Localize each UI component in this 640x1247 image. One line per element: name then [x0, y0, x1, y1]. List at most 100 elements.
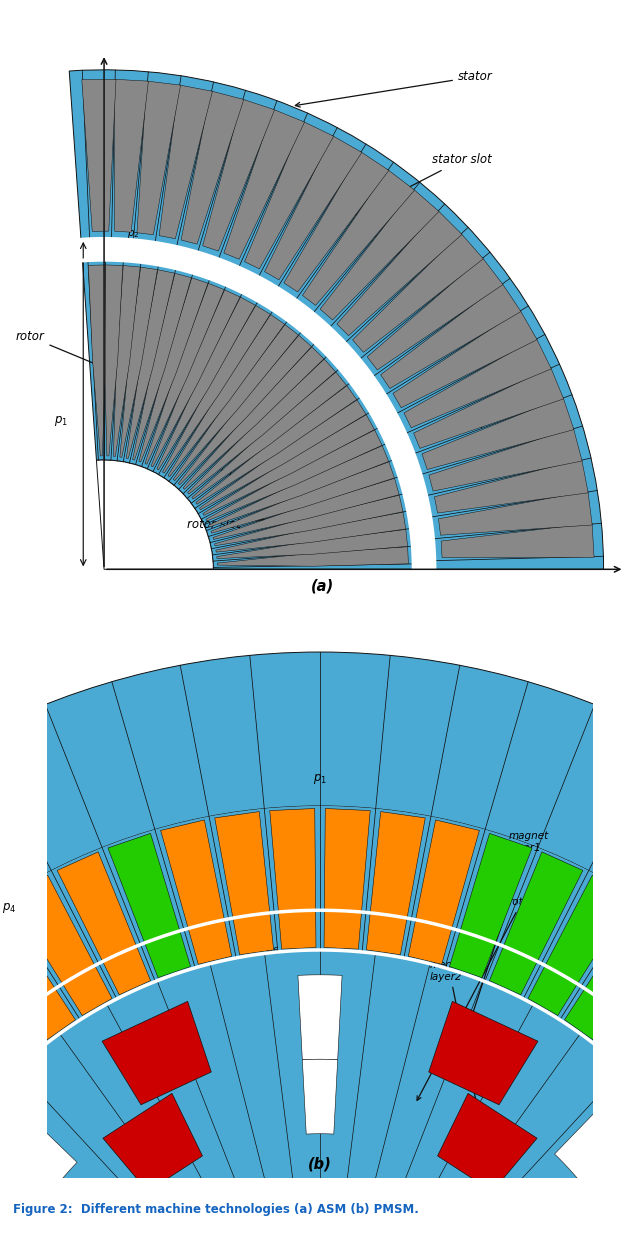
Text: $p_6$: $p_6$ — [265, 944, 280, 958]
Polygon shape — [320, 190, 439, 320]
Text: $p_7$: $p_7$ — [440, 390, 452, 403]
Polygon shape — [264, 136, 362, 279]
Polygon shape — [173, 324, 298, 480]
Text: $p_3$: $p_3$ — [218, 466, 232, 480]
Polygon shape — [139, 278, 208, 461]
Polygon shape — [438, 1094, 537, 1191]
Polygon shape — [429, 428, 582, 491]
Polygon shape — [183, 347, 324, 489]
Polygon shape — [215, 812, 274, 955]
Text: $p_4$: $p_4$ — [269, 426, 282, 439]
Text: $p_6$: $p_6$ — [476, 409, 489, 420]
Wedge shape — [0, 806, 640, 1173]
Text: $p_1$: $p_1$ — [313, 772, 327, 786]
Polygon shape — [203, 415, 374, 515]
Polygon shape — [163, 306, 270, 473]
Polygon shape — [192, 372, 347, 499]
Polygon shape — [103, 1094, 202, 1191]
Polygon shape — [209, 445, 388, 527]
Polygon shape — [0, 973, 9, 1097]
Polygon shape — [422, 397, 574, 470]
Text: $p_5$: $p_5$ — [339, 895, 353, 909]
Polygon shape — [196, 385, 356, 504]
Polygon shape — [303, 170, 415, 306]
Polygon shape — [435, 459, 588, 513]
Text: $p_5$: $p_5$ — [313, 426, 326, 439]
Polygon shape — [22, 1198, 107, 1247]
Polygon shape — [181, 91, 244, 244]
Polygon shape — [104, 264, 123, 456]
Polygon shape — [137, 81, 180, 234]
Polygon shape — [298, 975, 342, 1060]
Polygon shape — [324, 808, 370, 949]
Text: stator slot: stator slot — [328, 153, 492, 229]
Text: Figure 2:  Different machine technologies (a) ASM (b) PMSM.: Figure 2: Different machine technologies… — [13, 1203, 419, 1216]
Polygon shape — [126, 269, 175, 459]
Polygon shape — [217, 530, 408, 559]
Polygon shape — [114, 80, 148, 232]
Text: magnet
layer1: magnet layer1 — [464, 831, 549, 1039]
Text: $p_2$: $p_2$ — [385, 894, 399, 908]
Polygon shape — [490, 852, 583, 995]
Text: $p_1$: $p_1$ — [54, 414, 68, 429]
Polygon shape — [88, 264, 106, 456]
Polygon shape — [441, 524, 594, 557]
Polygon shape — [555, 1094, 640, 1190]
Polygon shape — [145, 283, 224, 464]
Polygon shape — [525, 1185, 609, 1247]
Polygon shape — [528, 875, 631, 1015]
Polygon shape — [353, 233, 483, 353]
Polygon shape — [393, 311, 537, 408]
Polygon shape — [449, 833, 532, 978]
Text: $p_2$: $p_2$ — [127, 228, 140, 241]
Polygon shape — [438, 491, 592, 535]
Text: rotor: rotor — [15, 330, 232, 421]
Polygon shape — [0, 1104, 77, 1198]
Polygon shape — [337, 211, 462, 335]
Polygon shape — [206, 430, 382, 521]
Polygon shape — [82, 80, 116, 231]
Polygon shape — [120, 267, 157, 458]
Polygon shape — [244, 121, 333, 269]
Polygon shape — [132, 273, 191, 460]
Text: magnet
layer2: magnet layer2 — [429, 960, 484, 1132]
Polygon shape — [188, 359, 335, 494]
Polygon shape — [216, 513, 406, 552]
Wedge shape — [69, 70, 604, 570]
Polygon shape — [161, 821, 232, 964]
Polygon shape — [599, 935, 640, 1067]
Wedge shape — [0, 652, 640, 1101]
Polygon shape — [168, 314, 285, 476]
Polygon shape — [214, 495, 403, 546]
Polygon shape — [203, 99, 275, 251]
Polygon shape — [102, 1001, 211, 1105]
Polygon shape — [284, 151, 389, 292]
Polygon shape — [270, 808, 316, 949]
Polygon shape — [200, 400, 366, 510]
Polygon shape — [408, 821, 479, 964]
Polygon shape — [367, 257, 503, 370]
Polygon shape — [381, 283, 521, 389]
Wedge shape — [97, 460, 213, 570]
Polygon shape — [302, 1059, 338, 1134]
Polygon shape — [108, 833, 191, 978]
Polygon shape — [0, 935, 41, 1067]
Wedge shape — [0, 950, 640, 1247]
Text: (b): (b) — [308, 1156, 332, 1171]
Text: (a): (a) — [311, 579, 334, 594]
Polygon shape — [0, 903, 76, 1040]
Polygon shape — [179, 335, 312, 485]
Polygon shape — [224, 110, 305, 259]
Polygon shape — [157, 297, 255, 470]
Polygon shape — [213, 479, 399, 540]
Polygon shape — [113, 266, 140, 456]
Text: rotor: rotor — [417, 898, 534, 1100]
Polygon shape — [366, 812, 425, 955]
Polygon shape — [413, 367, 564, 449]
Polygon shape — [211, 461, 394, 534]
Wedge shape — [83, 259, 413, 570]
Polygon shape — [564, 903, 640, 1040]
Text: stator: stator — [295, 70, 493, 107]
Polygon shape — [218, 546, 408, 566]
Wedge shape — [81, 239, 435, 570]
